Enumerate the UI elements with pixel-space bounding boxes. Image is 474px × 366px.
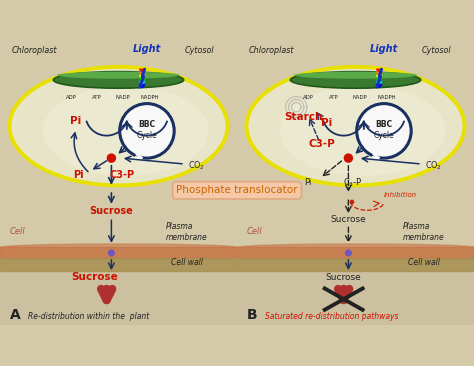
Text: BBC: BBC — [138, 120, 155, 129]
Text: Chloroplast: Chloroplast — [249, 46, 294, 55]
Ellipse shape — [294, 72, 417, 79]
Bar — [0, 258, 237, 271]
Text: Cell: Cell — [9, 227, 25, 236]
Ellipse shape — [9, 67, 228, 185]
Ellipse shape — [57, 72, 180, 79]
Text: Inhibition: Inhibition — [384, 192, 417, 198]
Ellipse shape — [280, 86, 446, 176]
Polygon shape — [376, 78, 382, 82]
Text: Pi: Pi — [304, 178, 312, 187]
Text: Pi: Pi — [70, 116, 82, 126]
Text: Cell: Cell — [246, 227, 262, 236]
Polygon shape — [139, 82, 145, 85]
Polygon shape — [376, 69, 382, 72]
Text: Plasma
membrane: Plasma membrane — [166, 223, 208, 242]
Text: ADP: ADP — [66, 95, 76, 100]
Text: C3-P: C3-P — [309, 139, 336, 149]
Bar — [237, 258, 474, 271]
Text: ATP: ATP — [329, 95, 339, 100]
Polygon shape — [139, 72, 145, 75]
Text: Cell wall: Cell wall — [408, 258, 439, 267]
Ellipse shape — [290, 72, 421, 88]
Bar — [237, 247, 474, 258]
Circle shape — [120, 104, 174, 158]
Text: Light: Light — [370, 44, 398, 54]
Polygon shape — [139, 69, 145, 72]
Text: CO$_2$: CO$_2$ — [425, 160, 442, 172]
Polygon shape — [376, 82, 382, 85]
Text: Pi: Pi — [73, 170, 83, 180]
Text: Cell wall: Cell wall — [171, 258, 202, 267]
Text: BBC: BBC — [375, 120, 392, 129]
Text: Sucrose: Sucrose — [90, 206, 133, 216]
Text: NADP: NADP — [353, 95, 367, 100]
Text: Sucrose: Sucrose — [330, 215, 366, 224]
Text: Phosphate translocator: Phosphate translocator — [176, 185, 298, 195]
Text: C$_3$-P: C$_3$-P — [343, 176, 363, 189]
Ellipse shape — [246, 67, 465, 185]
Bar — [0, 254, 237, 325]
Text: Sucrose: Sucrose — [326, 273, 362, 282]
Text: Saturated re-distribution pathways: Saturated re-distribution pathways — [265, 312, 399, 321]
Text: Cytosol: Cytosol — [422, 46, 451, 55]
Text: C3-P: C3-P — [109, 170, 135, 180]
Text: NADPH: NADPH — [140, 95, 159, 100]
Text: Plasma
membrane: Plasma membrane — [403, 223, 445, 242]
Text: Cycle: Cycle — [374, 131, 394, 140]
Text: NADP: NADP — [116, 95, 130, 100]
Ellipse shape — [53, 72, 184, 88]
Text: Light: Light — [133, 44, 161, 54]
Text: Chloroplast: Chloroplast — [12, 46, 57, 55]
Circle shape — [345, 249, 352, 257]
Polygon shape — [139, 78, 145, 82]
Polygon shape — [376, 85, 382, 88]
Text: Cycle: Cycle — [137, 131, 157, 140]
Polygon shape — [376, 72, 382, 75]
Circle shape — [108, 249, 115, 257]
Bar — [0, 247, 237, 258]
Polygon shape — [376, 75, 382, 78]
Text: A: A — [9, 308, 20, 322]
Text: Re-distribution within the  plant: Re-distribution within the plant — [28, 312, 150, 321]
Text: B: B — [246, 308, 257, 322]
Circle shape — [107, 153, 116, 163]
Circle shape — [349, 199, 354, 204]
Polygon shape — [139, 85, 145, 88]
Text: ADP: ADP — [303, 95, 313, 100]
Text: Pi: Pi — [321, 118, 333, 128]
Text: NADPH: NADPH — [377, 95, 396, 100]
Bar — [237, 254, 474, 325]
Text: ATP: ATP — [92, 95, 102, 100]
Ellipse shape — [43, 86, 209, 176]
Circle shape — [344, 153, 353, 163]
Polygon shape — [139, 75, 145, 78]
Text: Cytosol: Cytosol — [185, 46, 214, 55]
Text: CO$_2$: CO$_2$ — [188, 160, 205, 172]
Text: Sucrose: Sucrose — [72, 272, 118, 282]
Circle shape — [357, 104, 411, 158]
Text: Starch: Starch — [284, 112, 322, 122]
